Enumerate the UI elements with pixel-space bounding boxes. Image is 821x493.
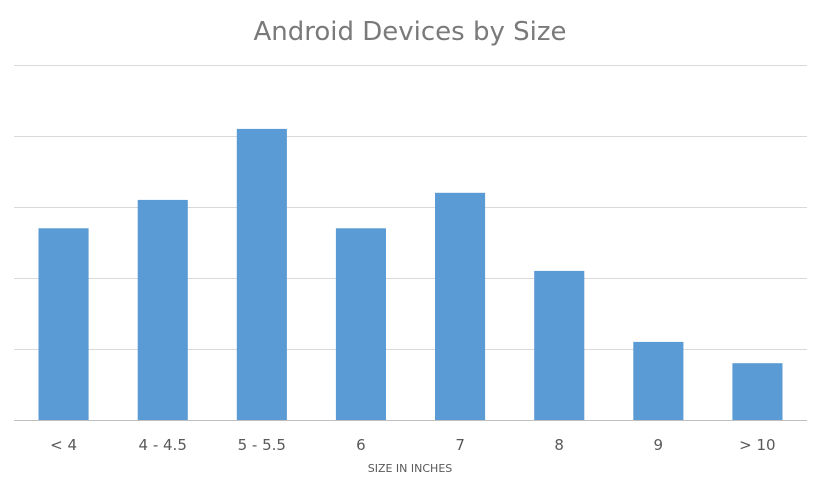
- bar: [534, 270, 585, 420]
- bar: [137, 199, 188, 420]
- bar: [435, 192, 486, 420]
- bar: [335, 228, 386, 420]
- x-axis-title: SIZE IN INCHES: [368, 462, 453, 475]
- x-tick-label: 6: [356, 436, 366, 454]
- x-tick-label: 5 - 5.5: [238, 436, 286, 454]
- bar: [38, 228, 89, 420]
- chart-title: Android Devices by Size: [253, 17, 566, 47]
- bar: [236, 128, 287, 420]
- x-tick-label: 8: [554, 436, 564, 454]
- bars: [38, 128, 783, 420]
- x-tick-labels: < 4 4 - 4.5 5 - 5.5 6 7 8 9 > 10: [50, 436, 775, 454]
- x-tick-label: > 10: [739, 436, 775, 454]
- bar: [732, 363, 783, 420]
- x-tick-label: 7: [455, 436, 465, 454]
- x-tick-label: < 4: [50, 436, 77, 454]
- gridlines: [14, 65, 807, 350]
- x-tick-label: 4 - 4.5: [139, 436, 187, 454]
- bar: [633, 341, 684, 420]
- x-tick-label: 9: [654, 436, 664, 454]
